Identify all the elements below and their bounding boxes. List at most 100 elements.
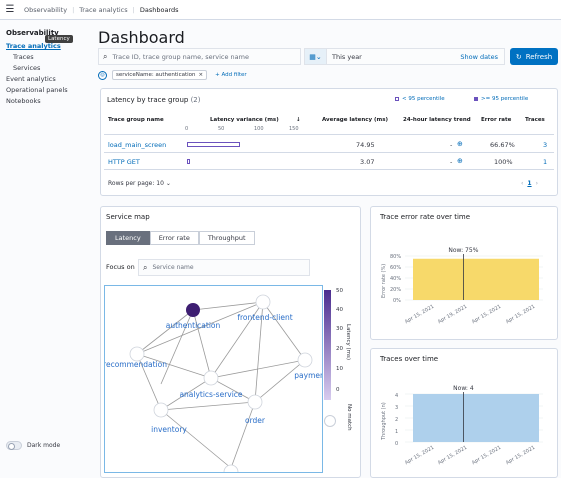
traces-ylabel: Throughput (n) (381, 402, 387, 440)
trend-value: - (450, 141, 453, 149)
trace-group-link[interactable]: HTTP GET (108, 158, 140, 166)
no-match-label: No match (346, 404, 352, 431)
tab-throughput[interactable]: Throughput (198, 231, 255, 245)
filter-bar: ◎ serviceName: authentication × + Add fil… (98, 69, 247, 81)
graph-node[interactable] (247, 394, 263, 410)
y-tick: 40% (390, 276, 402, 282)
dark-mode-toggle[interactable]: Dark mode (6, 441, 60, 450)
latency-count: (2) (190, 96, 201, 104)
sidebar-item-notebooks[interactable]: Notebooks (6, 97, 41, 105)
tab-latency[interactable]: Latency (106, 231, 150, 245)
graph-edge (262, 301, 306, 361)
avg-latency: 3.07 (360, 158, 375, 166)
y-tick: 2 (395, 417, 399, 423)
variance-bar (187, 159, 190, 164)
graph-node-selected[interactable] (186, 303, 200, 317)
node-label-order: order (245, 416, 266, 425)
latency-title-text: Latency by trace group (107, 96, 189, 104)
date-picker[interactable]: ▦⌄ This year Show dates (304, 48, 505, 65)
graph-edge (210, 301, 264, 379)
sidebar-item-event-analytics[interactable]: Event analytics (6, 75, 56, 83)
graph-edge (160, 401, 256, 411)
variance-tick: 0 (185, 126, 189, 132)
add-filter-button[interactable]: + Add filter (215, 72, 247, 78)
close-icon[interactable]: × (198, 72, 204, 78)
divider (104, 134, 554, 135)
legend-swatch (395, 97, 399, 101)
graph-node[interactable] (153, 402, 169, 418)
column-header-traces[interactable]: Traces (525, 117, 545, 123)
tooltip: Latency (45, 35, 73, 43)
chevron-left-icon[interactable]: ‹ (521, 180, 524, 187)
scale-tick: 50 (336, 288, 343, 294)
breadcrumb-trace-analytics[interactable]: Trace analytics (79, 5, 128, 14)
y-tick: 3 (395, 405, 399, 411)
zoom-icon[interactable]: ⊕ (457, 157, 463, 165)
trace-group-link[interactable]: load_main_screen (108, 141, 167, 149)
graph-edge (160, 409, 232, 469)
graph-node[interactable] (129, 346, 145, 362)
error-rate-chart: Now: 75% (405, 247, 543, 301)
node-label-authentication: authentication (166, 321, 221, 330)
chevron-right-icon[interactable]: › (535, 180, 538, 187)
traces-bar (413, 394, 539, 442)
toggle-switch[interactable] (6, 441, 22, 450)
y-tick: 80% (390, 254, 402, 260)
page-number[interactable]: 1 (527, 180, 532, 187)
calendar-icon[interactable]: ▦⌄ (305, 49, 327, 64)
traces-chart: Now: 4 (405, 385, 543, 443)
node-label-recommendation: recommendation (105, 360, 167, 369)
traces-count-link[interactable]: 1 (543, 158, 548, 166)
sidebar-item-traces[interactable]: Traces (13, 53, 34, 61)
column-header-trend[interactable]: 24-hour latency trend (403, 117, 471, 123)
rows-per-page-label: Rows per page: 10 (108, 180, 164, 187)
graph-node[interactable] (255, 294, 271, 310)
legend-high: >= 95 percentile (474, 96, 528, 102)
refresh-button[interactable]: ↻ Refresh (510, 48, 558, 65)
service-graph-canvas[interactable]: authentication frontend-client recommend… (105, 286, 323, 473)
date-range: This year (332, 52, 362, 61)
search-icon: ⌕ (103, 51, 108, 61)
graph-node[interactable] (223, 464, 239, 473)
graph-edge (192, 301, 264, 311)
error-rate-ylabel: Error rate (%) (381, 263, 387, 298)
column-header-avg-latency[interactable]: Average latency (ms) (322, 117, 389, 123)
scale-tick: 0 (336, 387, 340, 393)
sort-arrow-icon[interactable]: ↓ (296, 117, 301, 123)
column-header-error-rate[interactable]: Error rate (481, 117, 512, 123)
traces-count-link[interactable]: 3 (543, 141, 548, 149)
sidebar-item-services[interactable]: Services (13, 64, 41, 72)
variance-tick: 50 (218, 126, 225, 132)
search-placeholder: Trace ID, trace group name, service name (112, 52, 249, 61)
divider (104, 169, 554, 170)
node-label-inventory: inventory (151, 425, 187, 434)
graph-node[interactable] (297, 352, 313, 368)
filter-pill[interactable]: serviceName: authentication × (112, 70, 208, 80)
graph-edge (254, 359, 306, 403)
breadcrumb-observability[interactable]: Observability (24, 5, 68, 14)
avg-latency: 74.95 (356, 141, 375, 149)
error-rate-title: Trace error rate over time (380, 213, 471, 221)
breadcrumb-separator: | (132, 5, 135, 14)
filter-options-icon[interactable]: ◎ (98, 70, 107, 80)
graph-node[interactable] (203, 370, 219, 386)
breadcrumb-dashboards: Dashboards (139, 5, 179, 14)
show-dates-link[interactable]: Show dates (460, 52, 498, 61)
column-header-variance[interactable]: Latency variance (ms) (210, 117, 279, 123)
rows-per-page[interactable]: Rows per page: 10 ⌄ (108, 180, 171, 187)
zoom-icon[interactable]: ⊕ (457, 140, 463, 148)
column-header-name[interactable]: Trace group name (108, 117, 164, 123)
search-input[interactable]: ⌕ Trace ID, trace group name, service na… (98, 48, 301, 65)
tab-error-rate[interactable]: Error rate (149, 231, 199, 245)
y-tick: 0% (393, 298, 401, 304)
service-name-input[interactable]: ⌕ Service name (138, 259, 310, 276)
service-graph[interactable]: authentication frontend-client recommend… (104, 285, 323, 473)
sidebar-item-operational-panels[interactable]: Operational panels (6, 86, 68, 94)
hamburger-icon[interactable]: ☰ (5, 4, 15, 15)
no-match-swatch (324, 415, 336, 427)
error-rate: 66.67% (490, 141, 515, 149)
node-label-analytics-service: analytics-service (179, 390, 242, 399)
graph-edge (192, 309, 212, 379)
sidebar-item-trace-analytics[interactable]: Trace analytics (6, 42, 61, 50)
focus-label: Focus on (106, 263, 135, 271)
